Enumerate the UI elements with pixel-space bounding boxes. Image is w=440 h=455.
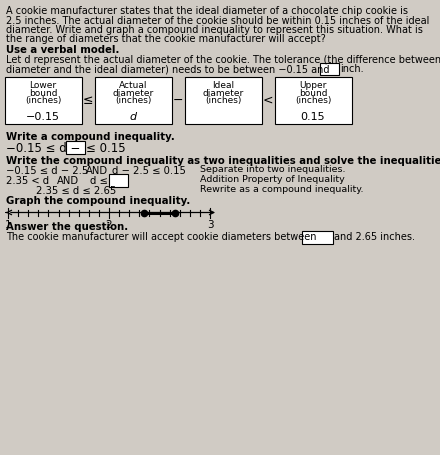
Text: (inches): (inches) xyxy=(25,96,61,106)
Text: Use a verbal model.: Use a verbal model. xyxy=(6,45,119,55)
Text: 1: 1 xyxy=(5,219,11,229)
Text: AND: AND xyxy=(57,176,79,186)
Text: diameter and the ideal diameter) needs to be between −0.15 and: diameter and the ideal diameter) needs t… xyxy=(6,65,330,75)
Text: d ≤: d ≤ xyxy=(90,176,108,186)
Text: Addition Property of Inequality: Addition Property of Inequality xyxy=(200,176,345,184)
Text: 2: 2 xyxy=(106,219,112,229)
Text: ≤ 0.15: ≤ 0.15 xyxy=(87,142,126,156)
Text: Lower: Lower xyxy=(29,81,57,90)
Text: Upper: Upper xyxy=(299,81,326,90)
FancyBboxPatch shape xyxy=(66,141,85,154)
Text: The cookie manufacturer will accept cookie diameters between: The cookie manufacturer will accept cook… xyxy=(6,233,316,243)
Text: diameter. Write and graph a compound inequality to represent this situation. Wha: diameter. Write and graph a compound ine… xyxy=(6,25,423,35)
FancyBboxPatch shape xyxy=(95,77,172,124)
Text: the range of diameters that the cookie manufacturer will accept?: the range of diameters that the cookie m… xyxy=(6,35,326,45)
Text: 2.5 inches. The actual diameter of the cookie should be within 0.15 inches of th: 2.5 inches. The actual diameter of the c… xyxy=(6,15,429,25)
Text: (inches): (inches) xyxy=(295,96,331,106)
FancyBboxPatch shape xyxy=(319,63,339,75)
Text: Separate into two inequalities.: Separate into two inequalities. xyxy=(200,166,345,175)
Text: 0.15: 0.15 xyxy=(301,111,325,121)
Text: diameter: diameter xyxy=(112,89,154,97)
Text: diameter: diameter xyxy=(202,89,244,97)
Text: Graph the compound inequality.: Graph the compound inequality. xyxy=(6,197,190,207)
Text: ≤: ≤ xyxy=(83,94,93,107)
Text: −0.15: −0.15 xyxy=(26,111,60,121)
Text: d − 2.5 ≤ 0.15: d − 2.5 ≤ 0.15 xyxy=(112,166,186,176)
Text: Actual: Actual xyxy=(119,81,147,90)
FancyBboxPatch shape xyxy=(302,231,333,244)
FancyBboxPatch shape xyxy=(109,174,128,187)
FancyBboxPatch shape xyxy=(184,77,261,124)
Text: (inches): (inches) xyxy=(205,96,241,106)
Text: bound: bound xyxy=(29,89,57,97)
Text: 2.35 < d: 2.35 < d xyxy=(6,176,49,186)
Text: (inches): (inches) xyxy=(115,96,151,106)
Text: bound: bound xyxy=(299,89,327,97)
Text: Ideal: Ideal xyxy=(212,81,234,90)
Text: −0.15 ≤ d −: −0.15 ≤ d − xyxy=(6,142,81,156)
Text: −: − xyxy=(173,94,183,107)
FancyBboxPatch shape xyxy=(275,77,352,124)
FancyBboxPatch shape xyxy=(4,77,81,124)
Text: <: < xyxy=(263,94,274,107)
Text: 3: 3 xyxy=(207,219,213,229)
Text: Rewrite as a compound inequality.: Rewrite as a compound inequality. xyxy=(200,186,363,194)
Text: and 2.65 inches.: and 2.65 inches. xyxy=(334,233,415,243)
Text: −0.15 ≤ d − 2.5: −0.15 ≤ d − 2.5 xyxy=(6,166,88,176)
Text: Write the compound inequality as two inequalities and solve the inequalities.: Write the compound inequality as two ine… xyxy=(6,156,440,166)
Text: Let d represent the actual diameter of the cookie. The tolerance (the difference: Let d represent the actual diameter of t… xyxy=(6,55,440,65)
Text: 2.35 ≤ d ≤ 2.65: 2.35 ≤ d ≤ 2.65 xyxy=(36,186,116,196)
Text: inch.: inch. xyxy=(340,65,364,75)
Text: d: d xyxy=(129,111,136,121)
Text: Write a compound inequality.: Write a compound inequality. xyxy=(6,131,175,142)
Text: Answer the question.: Answer the question. xyxy=(6,222,128,233)
Text: AND: AND xyxy=(86,166,108,176)
Text: A cookie manufacturer states that the ideal diameter of a chocolate chip cookie : A cookie manufacturer states that the id… xyxy=(6,6,408,16)
